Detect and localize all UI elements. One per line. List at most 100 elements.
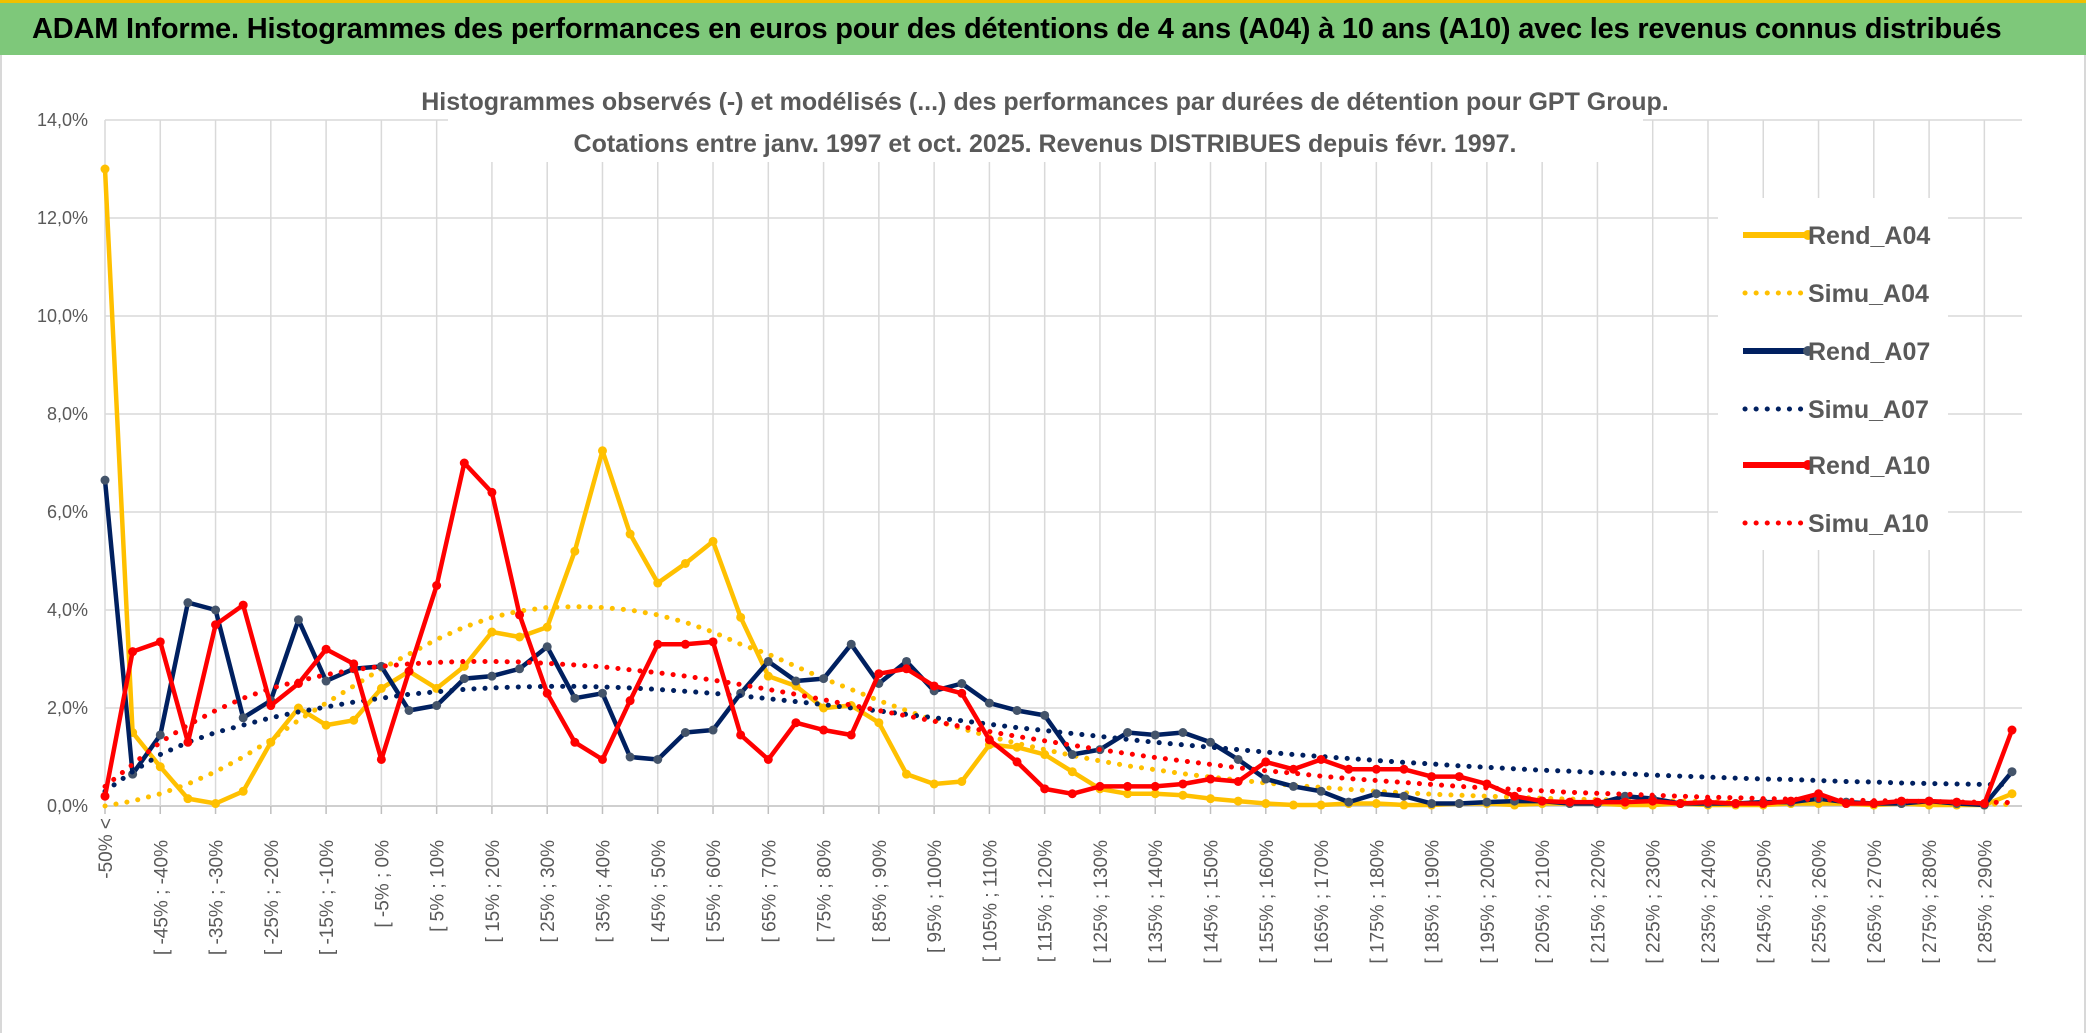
- data-point-rend-a10: [349, 659, 359, 669]
- data-point-rend-a10: [1565, 797, 1575, 807]
- data-point-rend-a07: [957, 679, 967, 688]
- data-point-rend-a07: [680, 728, 690, 737]
- data-point-rend-a10: [1648, 796, 1658, 806]
- data-point-rend-a10: [957, 688, 967, 698]
- data-point-rend-a04: [1123, 789, 1133, 799]
- data-point-rend-a04: [929, 779, 939, 789]
- chart-subtitle: Cotations entre janv. 1997 et oct. 2025.…: [574, 130, 1517, 158]
- data-point-rend-a07: [1482, 797, 1492, 807]
- x-tick-label: [ -45% ; -40%: [151, 840, 172, 955]
- data-point-rend-a10: [736, 730, 746, 740]
- data-point-rend-a10: [542, 688, 552, 698]
- data-point-rend-a07: [1399, 791, 1409, 801]
- x-tick-label: [ 15% ; 20%: [483, 840, 504, 943]
- x-tick-label: [ 115% ; 120%: [1036, 840, 1057, 962]
- data-point-rend-a10: [1123, 781, 1133, 791]
- legend-label-rend-a07: Rend_A07: [1808, 338, 1930, 366]
- x-tick-label: [ 275% ; 280%: [1920, 840, 1941, 964]
- x-tick-label: [ 235% ; 240%: [1699, 840, 1720, 964]
- data-point-rend-a04: [763, 671, 773, 681]
- data-point-rend-a10: [155, 637, 165, 647]
- data-point-rend-a10: [680, 639, 690, 649]
- data-point-rend-a10: [653, 639, 663, 649]
- data-point-rend-a04: [376, 683, 386, 693]
- chart-legend: Rend_A04 Simu_A04 Rend_A07 Simu_A07 Rend_A10…: [1742, 222, 1930, 538]
- x-tick-label: [ -5% ; 0%: [372, 840, 393, 928]
- y-tick-label: 10,0%: [37, 306, 88, 326]
- legend-label-rend-a10: Rend_A10: [1808, 452, 1930, 480]
- data-point-rend-a10: [1896, 796, 1906, 806]
- x-tick-label: [ 65% ; 70%: [759, 840, 780, 943]
- data-point-rend-a10: [874, 669, 884, 679]
- data-point-rend-a04: [708, 536, 718, 546]
- x-tick-label: [ 265% ; 270%: [1865, 840, 1886, 964]
- data-point-rend-a07: [597, 688, 607, 698]
- data-point-rend-a07: [984, 698, 994, 708]
- data-point-rend-a10: [1178, 779, 1188, 789]
- data-point-rend-a07: [376, 661, 386, 671]
- legend-marker-rend-a10: [1803, 460, 1813, 470]
- data-point-rend-a10: [1758, 799, 1768, 809]
- data-point-rend-a10: [901, 664, 911, 674]
- data-point-rend-a10: [1841, 799, 1851, 809]
- x-tick-label: [ 285% ; 290%: [1975, 840, 1996, 964]
- y-tick-label: 4,0%: [47, 600, 88, 620]
- y-tick-label: 8,0%: [47, 404, 88, 424]
- data-point-rend-a10: [1371, 764, 1381, 774]
- data-point-rend-a07: [1150, 730, 1160, 740]
- chart-title: Histogrammes observés (-) et modélisés (…: [421, 88, 1669, 116]
- data-point-rend-a10: [1206, 774, 1216, 784]
- data-point-rend-a10: [984, 735, 994, 745]
- y-tick-label: 6,0%: [47, 502, 88, 522]
- x-tick-label: [ 255% ; 260%: [1810, 840, 1831, 964]
- x-tick-label: [ 25% ; 30%: [538, 840, 559, 943]
- data-point-rend-a10: [100, 791, 110, 801]
- x-tick-label: [ -15% ; -10%: [317, 840, 338, 955]
- data-point-rend-a07: [1233, 754, 1243, 764]
- data-point-rend-a04: [1067, 767, 1077, 777]
- data-point-rend-a10: [708, 637, 718, 647]
- x-tick-label: [ -25% ; -20%: [262, 840, 283, 955]
- data-point-rend-a07: [1371, 789, 1381, 799]
- data-point-rend-a07: [1288, 781, 1298, 791]
- data-point-rend-a07: [321, 676, 331, 686]
- x-tick-label: [ 55% ; 60%: [704, 840, 725, 943]
- data-point-rend-a04: [570, 546, 580, 556]
- x-axis: -50% < [ -45% ; -40% [ -35% ; -30% [ -25% ;…: [96, 806, 1996, 964]
- data-point-rend-a04: [183, 794, 193, 804]
- data-point-rend-a07: [211, 605, 221, 615]
- x-tick-label: [ 175% ; 180%: [1367, 840, 1388, 964]
- data-point-rend-a10: [238, 600, 248, 610]
- data-point-rend-a07: [404, 705, 414, 715]
- data-point-rend-a10: [404, 666, 414, 676]
- data-point-rend-a04: [597, 446, 607, 456]
- chart-series: [100, 164, 2017, 810]
- data-point-rend-a04: [625, 529, 635, 539]
- data-point-rend-a10: [432, 581, 442, 590]
- x-tick-label: [ 155% ; 160%: [1257, 840, 1278, 964]
- data-point-rend-a04: [542, 622, 552, 632]
- data-point-rend-a07: [155, 730, 165, 740]
- x-tick-label: -50% <: [96, 818, 117, 879]
- data-point-rend-a04: [1178, 790, 1188, 800]
- data-point-rend-a10: [183, 737, 193, 747]
- data-point-rend-a10: [1067, 789, 1077, 799]
- data-point-rend-a10: [1288, 764, 1298, 774]
- data-point-rend-a07: [100, 475, 110, 485]
- y-axis: 0,0% 2,0% 4,0% 6,0% 8,0% 10,0% 12,0% 14,0%: [37, 110, 88, 816]
- data-point-rend-a07: [1206, 737, 1216, 747]
- legend-label-simu-a04: Simu_A04: [1808, 280, 1929, 308]
- data-point-rend-a10: [846, 730, 856, 740]
- data-point-rend-a10: [1786, 796, 1796, 806]
- x-tick-label: [ 105% ; 110%: [980, 840, 1001, 962]
- data-point-rend-a10: [625, 696, 635, 706]
- data-point-rend-a07: [1040, 710, 1050, 720]
- x-tick-label: [ 35% ; 40%: [593, 840, 614, 943]
- x-tick-label: [ 95% ; 100%: [925, 840, 946, 953]
- x-tick-label: [ 215% ; 220%: [1588, 840, 1609, 964]
- data-point-rend-a10: [1261, 757, 1271, 767]
- data-point-rend-a04: [957, 777, 967, 786]
- data-point-rend-a07: [432, 701, 442, 711]
- data-point-rend-a10: [1012, 757, 1022, 767]
